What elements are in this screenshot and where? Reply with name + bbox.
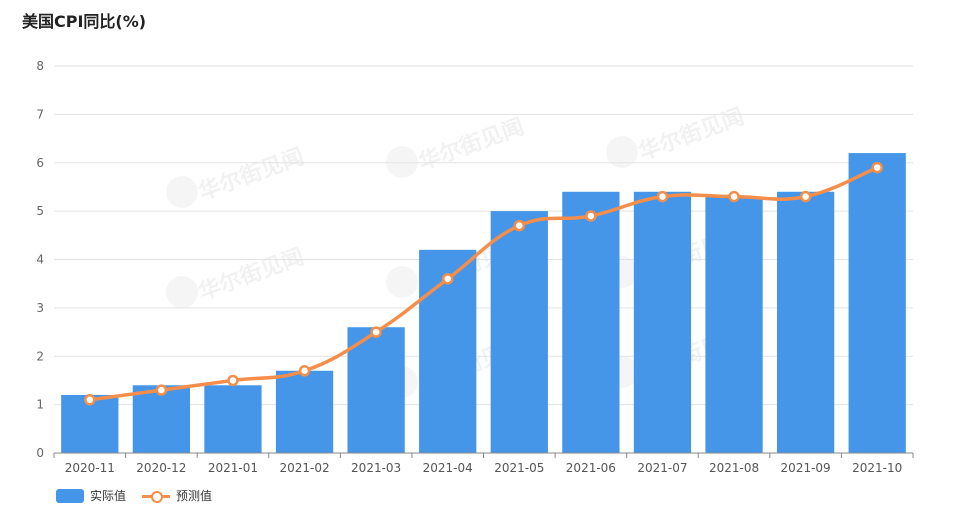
x-tick-label: 2021-03 [351, 461, 401, 475]
y-axis-ticks: 0 1 2 3 4 5 6 7 8 [36, 59, 44, 460]
forecast-point [656, 190, 669, 203]
chart-title: 美国CPI同比(%) [22, 12, 147, 31]
legend-line-swatch [142, 489, 171, 503]
forecast-point [871, 161, 883, 174]
line-series [84, 161, 883, 406]
legend-label-forecast: 预测值 [176, 489, 213, 503]
watermark-logo [166, 176, 198, 208]
bar [848, 153, 906, 453]
forecast-point [513, 219, 526, 232]
x-tick-label: 2021-08 [709, 461, 759, 475]
forecast-point [799, 190, 812, 203]
bar [633, 191, 692, 453]
y-tick-label: 8 [36, 59, 44, 73]
y-tick-label: 5 [36, 204, 44, 218]
forecast-point [155, 384, 168, 396]
y-tick-label: 7 [36, 107, 44, 121]
legend-item-forecast[interactable]: 预测值 [142, 487, 212, 504]
bar [347, 327, 405, 453]
legend: 实际值 预测值 [56, 487, 212, 504]
watermark-text: 华尔街见闻 [195, 244, 307, 306]
forecast-point [227, 374, 239, 387]
bar [490, 211, 548, 453]
gridlines [54, 65, 913, 406]
watermark-logo [386, 146, 418, 178]
bar [562, 191, 620, 453]
bar [275, 370, 334, 453]
bar [204, 385, 262, 453]
y-tick-label: 3 [36, 301, 44, 315]
x-tick-label: 2021-10 [852, 461, 902, 475]
x-tick-label: 2021-05 [494, 461, 544, 475]
x-tick-label: 2021-01 [208, 461, 258, 475]
watermark-logo [386, 266, 418, 298]
bar [132, 385, 191, 453]
x-axis-ticks: 2020-11 2020-12 2021-01 2021-02 2021-03 2021-… [65, 461, 903, 475]
forecast-point [298, 365, 311, 377]
x-tick-label: 2021-02 [279, 461, 329, 475]
forecast-point [84, 394, 96, 406]
x-tick-label: 2021-04 [423, 461, 473, 475]
x-tick-label: 2021-06 [566, 461, 616, 475]
bar-series [61, 153, 906, 454]
watermark-logo [606, 136, 638, 168]
x-axis [53, 452, 914, 458]
y-tick-label: 6 [36, 156, 44, 170]
y-tick-label: 4 [36, 253, 44, 267]
watermark-text: 华尔街见闻 [415, 114, 527, 176]
watermark-text: 华尔街见闻 [195, 144, 307, 206]
watermark-logo [166, 276, 198, 308]
bar [776, 191, 835, 453]
forecast-point [441, 273, 454, 285]
forecast-point [370, 326, 382, 338]
x-tick-label: 2021-07 [637, 461, 687, 475]
forecast-point [728, 190, 740, 203]
y-tick-label: 1 [36, 398, 44, 412]
legend-item-actual[interactable]: 实际值 [56, 487, 126, 504]
legend-label-actual: 实际值 [90, 489, 127, 503]
x-tick-label: 2020-11 [65, 461, 115, 475]
watermark-text: 华尔街见闻 [635, 104, 747, 166]
forecast-point [585, 210, 597, 222]
legend-bar-swatch [56, 488, 84, 503]
x-tick-label: 2021-09 [781, 461, 831, 475]
x-tick-label: 2020-12 [136, 461, 186, 475]
y-tick-label: 0 [36, 446, 44, 460]
bar [705, 196, 763, 454]
y-tick-label: 2 [36, 349, 44, 363]
